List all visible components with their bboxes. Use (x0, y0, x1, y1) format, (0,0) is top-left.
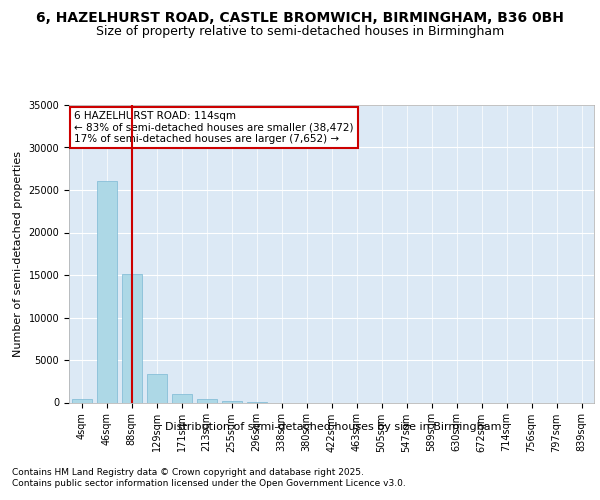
Text: Contains public sector information licensed under the Open Government Licence v3: Contains public sector information licen… (12, 480, 406, 488)
Bar (71, 399, 91, 402)
Bar (146, 374, 167, 402)
Text: Size of property relative to semi-detached houses in Birmingham: Size of property relative to semi-detach… (96, 24, 504, 38)
Text: Contains HM Land Registry data © Crown copyright and database right 2025.: Contains HM Land Registry data © Crown c… (12, 468, 364, 477)
Bar (221, 401, 241, 402)
Text: Distribution of semi-detached houses by size in Birmingham: Distribution of semi-detached houses by … (165, 422, 501, 432)
Text: 6, HAZELHURST ROAD, CASTLE BROMWICH, BIRMINGHAM, B36 0BH: 6, HAZELHURST ROAD, CASTLE BROMWICH, BIR… (36, 10, 564, 24)
Bar (97, 180, 116, 402)
Bar (172, 394, 191, 402)
Y-axis label: Number of semi-detached properties: Number of semi-detached properties (13, 151, 23, 357)
Text: 6 HAZELHURST ROAD: 114sqm
← 83% of semi-detached houses are smaller (38,472)
17%: 6 HAZELHURST ROAD: 114sqm ← 83% of semi-… (74, 111, 354, 144)
Bar (121, 274, 142, 402)
Bar (197, 398, 217, 402)
